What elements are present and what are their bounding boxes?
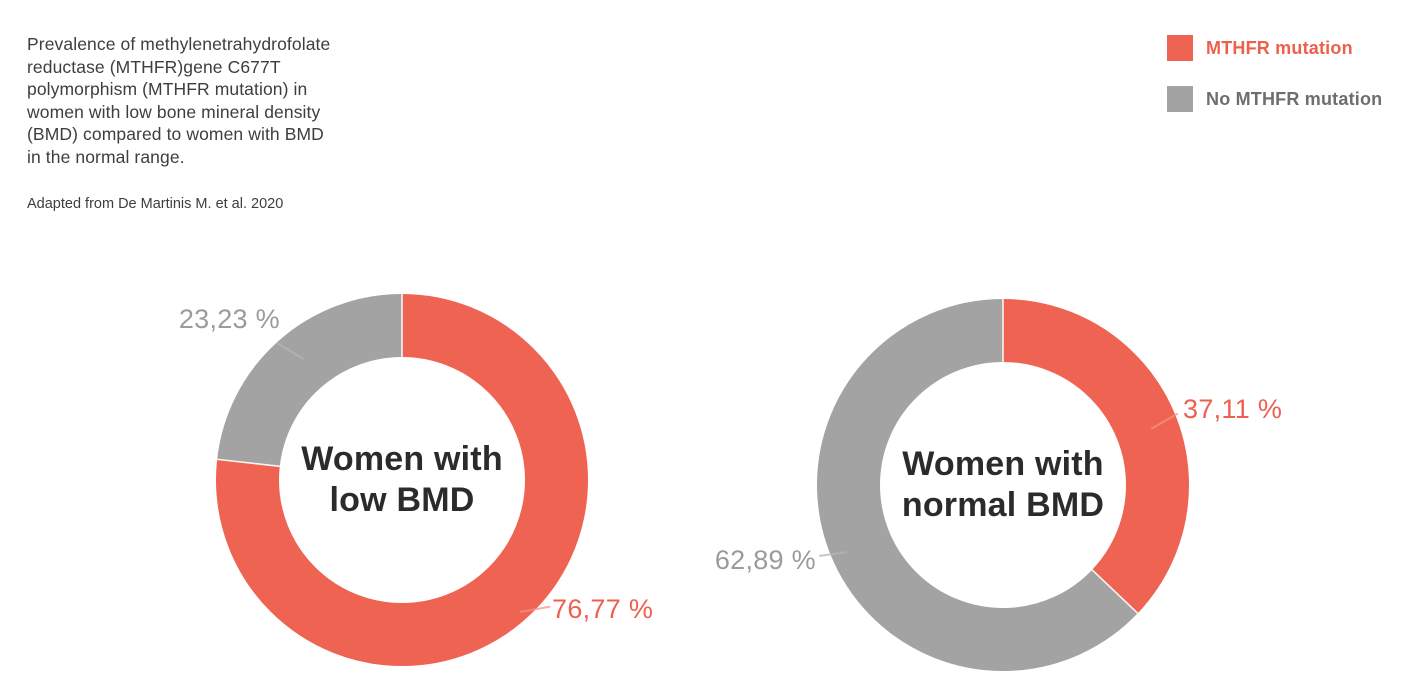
slice-value-label-mutation: 76,77 % bbox=[552, 594, 654, 624]
slice-value-label-mutation: 37,11 % bbox=[1183, 394, 1283, 424]
legend-item-no-mthfr-mutation: No MTHFR mutation bbox=[1167, 86, 1382, 112]
legend-color-swatch-no-mutation-icon bbox=[1167, 86, 1193, 112]
legend: MTHFR mutation No MTHFR mutation bbox=[1167, 35, 1382, 112]
chart-title: Prevalence of methylenetrahydrofolate re… bbox=[27, 34, 331, 167]
donut-ring-low-bmd bbox=[216, 294, 588, 666]
legend-color-swatch-mutation-icon bbox=[1167, 35, 1193, 61]
donut-center-label-normal-bmd: Women with normal BMD bbox=[901, 445, 1105, 524]
donut-chart-low-bmd: Women with low BMD 23,23 % 76,77 % bbox=[179, 294, 653, 666]
legend-item-mthfr-mutation: MTHFR mutation bbox=[1167, 35, 1382, 61]
chart-source: Adapted from De Martinis M. et al. 2020 bbox=[27, 196, 284, 212]
slice-value-label-no-mutation: 23,23 % bbox=[178, 304, 280, 334]
donut-center-label-low-bmd: Women with low BMD bbox=[301, 440, 503, 519]
legend-label-no-mutation: No MTHFR mutation bbox=[1206, 88, 1383, 109]
donut-chart-normal-bmd: Women with normal BMD 37,11 % 62,89 % bbox=[715, 299, 1282, 671]
header-block: Prevalence of methylenetrahydrofolate re… bbox=[27, 33, 427, 212]
legend-label-mutation: MTHFR mutation bbox=[1206, 37, 1353, 58]
donut-ring-normal-bmd bbox=[817, 299, 1189, 671]
slice-value-label-no-mutation: 62,89 % bbox=[714, 545, 816, 575]
